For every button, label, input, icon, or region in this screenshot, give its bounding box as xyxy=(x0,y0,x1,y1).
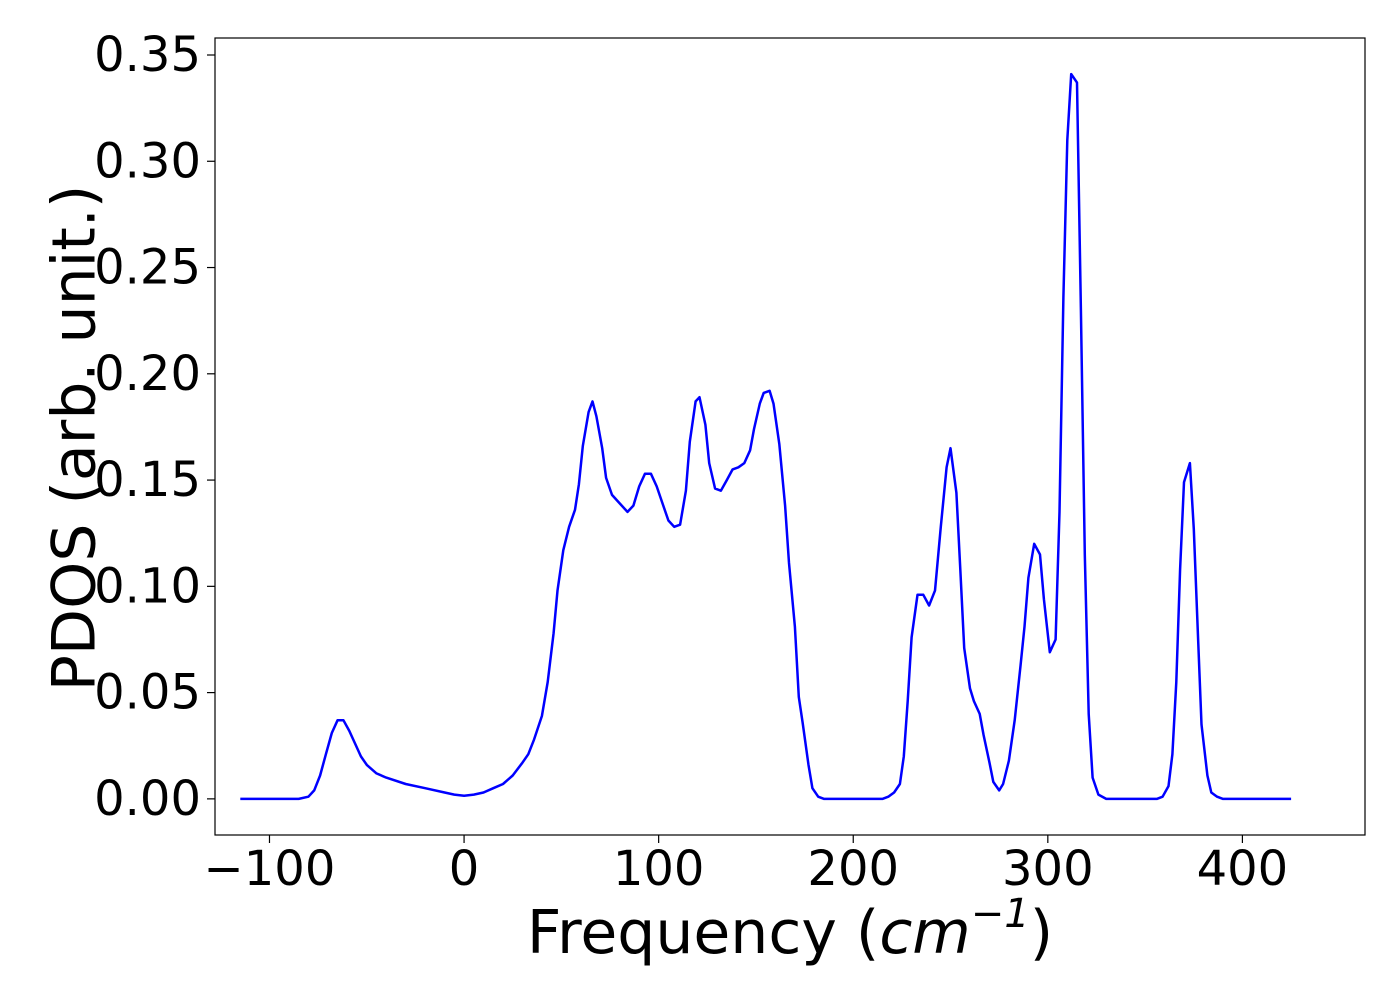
x-axis-label-main: Frequency ( xyxy=(527,898,879,968)
plot-area-frame xyxy=(214,37,1366,836)
series-line xyxy=(240,72,1292,801)
x-tick-label: 300 xyxy=(1002,841,1094,897)
x-tick-label: 100 xyxy=(613,841,705,897)
x-axis-label-exponent: −1 xyxy=(971,891,1030,937)
y-tick-label: 0.05 xyxy=(94,665,201,721)
x-tick-label: 0 xyxy=(449,841,480,897)
x-axis-ticks: −100 0 100 200 300 400 xyxy=(204,835,1289,897)
x-tick-label: 400 xyxy=(1197,841,1289,897)
y-axis-ticks: 0.00 0.05 0.10 0.15 0.20 0.25 0.30 0.35 xyxy=(94,27,215,827)
x-axis-label: Frequency (cm−1) xyxy=(527,891,1053,968)
x-axis-label-unit: cm xyxy=(879,898,970,968)
x-tick-label: 200 xyxy=(807,841,899,897)
y-tick-label: 0.15 xyxy=(94,452,201,508)
y-tick-label: 0.20 xyxy=(94,346,201,402)
y-tick-label: 0.35 xyxy=(94,27,201,83)
y-tick-label: 0.10 xyxy=(94,558,201,614)
x-tick-label: −100 xyxy=(204,841,336,897)
series-layer xyxy=(240,72,1292,801)
y-tick-label: 0.30 xyxy=(94,133,201,189)
x-axis-label-close: ) xyxy=(1030,898,1053,968)
y-tick-label: 0.25 xyxy=(94,240,201,296)
y-tick-label: 0.00 xyxy=(94,771,201,827)
y-axis-label: PDOS (arb. unit.) xyxy=(40,185,110,692)
